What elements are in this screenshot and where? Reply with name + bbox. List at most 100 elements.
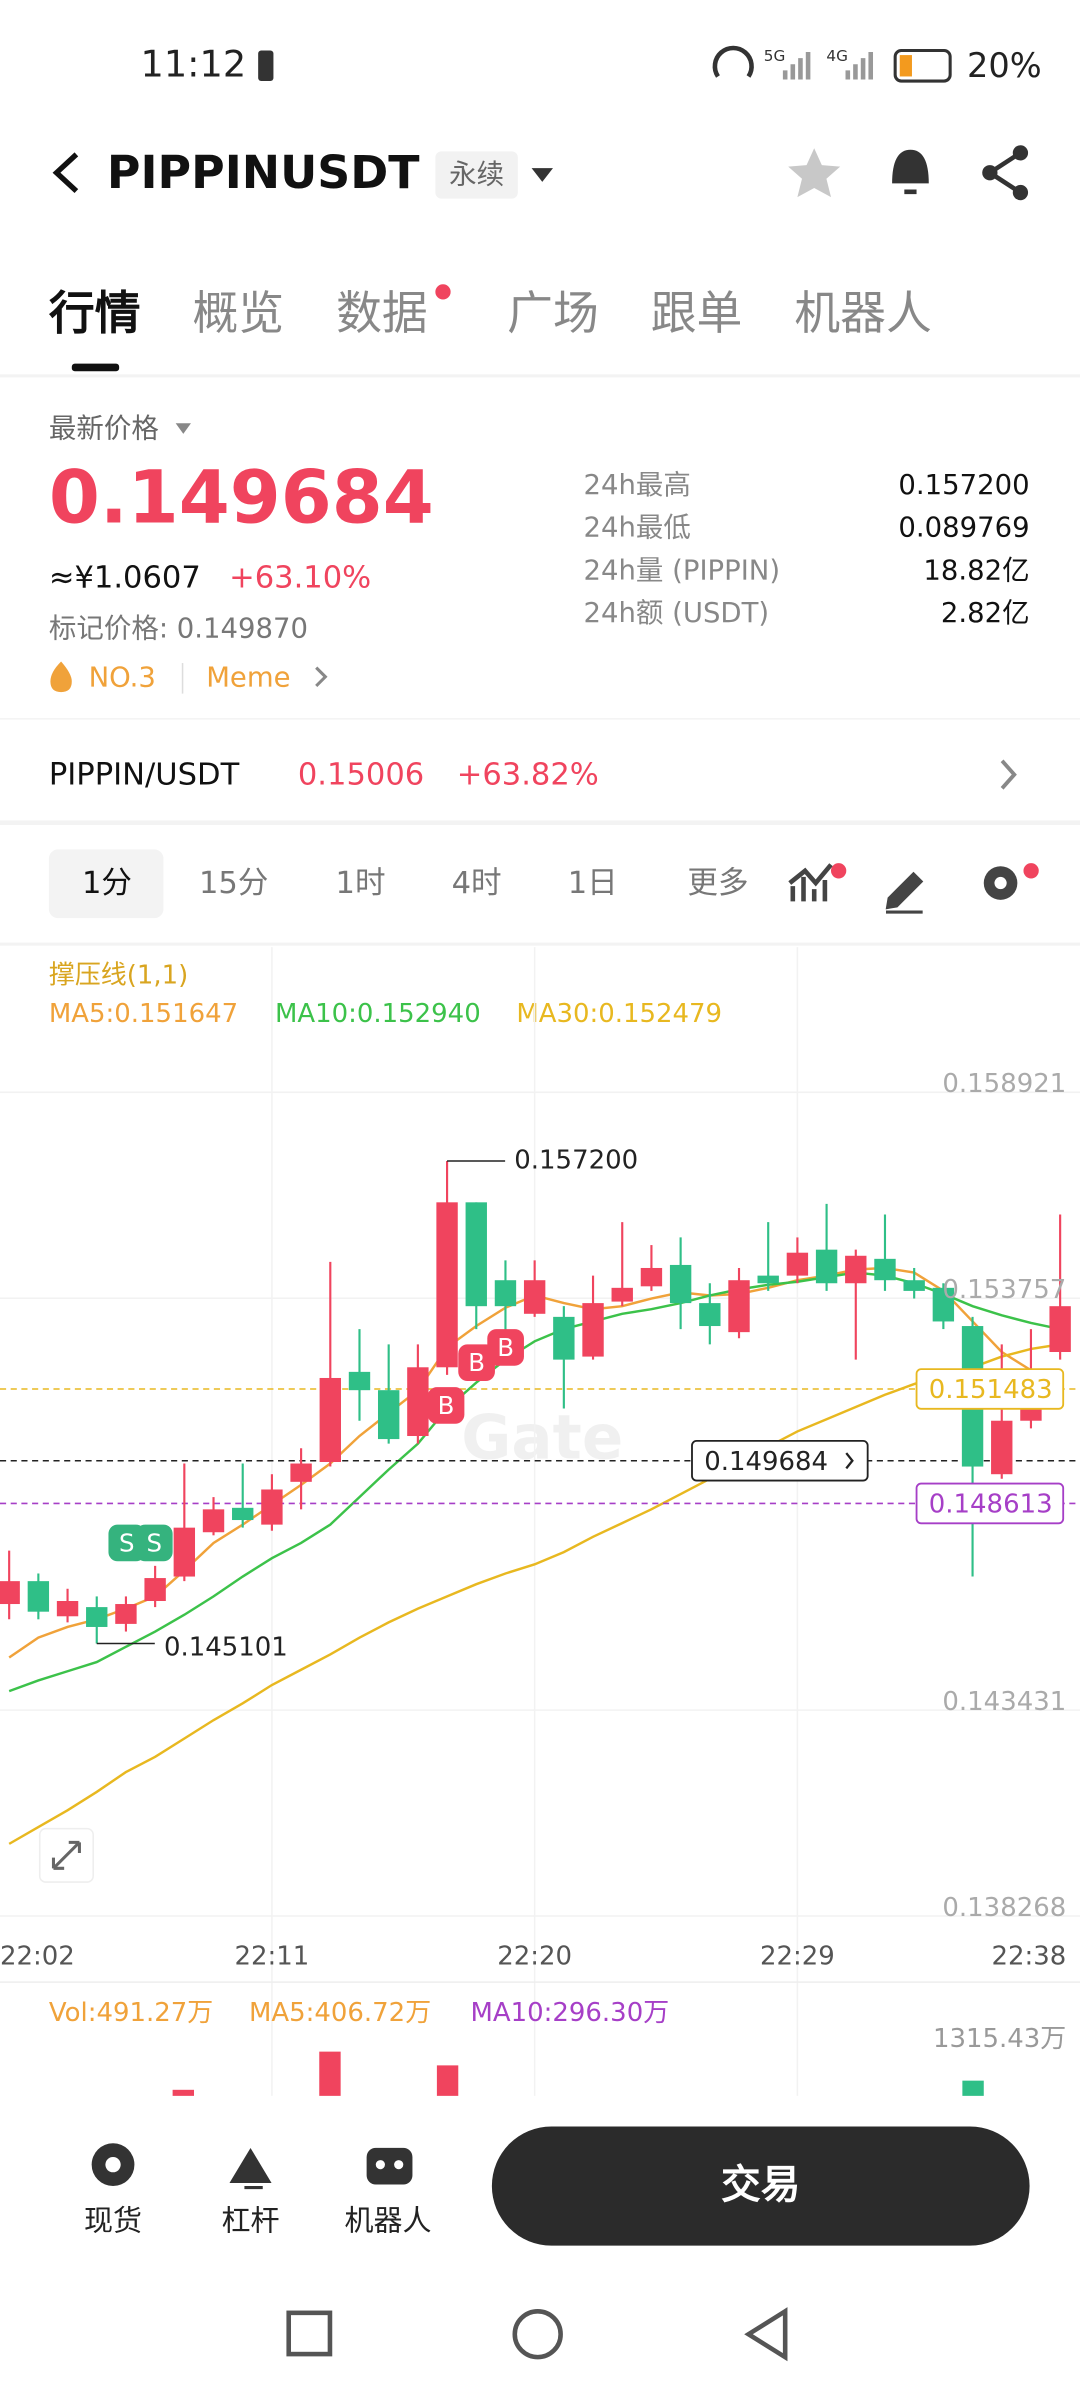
system-recents[interactable] [286, 2310, 333, 2357]
back-button[interactable] [52, 152, 79, 193]
battery-text: 20% [967, 46, 1042, 85]
system-back[interactable] [744, 2307, 788, 2362]
interval[interactable]: 15分 [199, 866, 268, 901]
interval[interactable]: 1分 [82, 866, 132, 901]
candle-body [582, 1303, 604, 1357]
candle-body [786, 1252, 809, 1276]
ma-legend: MA10:0.152940 [275, 999, 481, 1029]
candle-body [0, 1581, 20, 1605]
tag[interactable]: Meme [206, 661, 290, 693]
interval[interactable]: 1日 [568, 866, 618, 901]
tab[interactable]: 数据 [336, 286, 428, 340]
stat-value: 18.82亿 [923, 554, 1029, 586]
nav-item[interactable]: 杠杆 [222, 2204, 280, 2238]
draw-button[interactable] [885, 871, 924, 914]
spot-price: 0.15006 [298, 758, 424, 793]
ma-legend: MA30:0.152479 [516, 999, 722, 1029]
candle-body [611, 1287, 633, 1302]
candle-body [728, 1280, 750, 1333]
candle-body [523, 1280, 546, 1314]
signal-icon [782, 52, 811, 80]
stat-label: 24h额 (USDT) [584, 597, 770, 629]
candle-body [494, 1280, 517, 1307]
candle-body [699, 1303, 721, 1327]
trade-button-label: 交易 [721, 2162, 800, 2208]
cny-price: ≈¥1.0607 [49, 561, 201, 596]
low-label: 0.145101 [164, 1633, 288, 1663]
candle-body [173, 1527, 196, 1577]
nav-item[interactable]: 现货 [84, 2204, 142, 2238]
candle-body [436, 1202, 458, 1368]
rank: NO.3 [89, 661, 156, 693]
candle-body [56, 1601, 79, 1617]
tab[interactable]: 概览 [192, 286, 284, 340]
bot-eye [375, 2160, 385, 2170]
bot-icon[interactable] [366, 2147, 413, 2185]
margin-icon[interactable] [229, 2147, 272, 2190]
network-label: 4G [826, 47, 848, 65]
y-tick-label: 0.138268 [942, 1893, 1066, 1923]
share-button[interactable] [982, 145, 1029, 201]
divider [0, 942, 1080, 946]
candle-body [669, 1264, 692, 1304]
speed-icon [712, 45, 754, 78]
last-price: 0.149684 [49, 456, 434, 541]
x-tick-label: 22:20 [497, 1941, 572, 1971]
settings-hole [994, 876, 1007, 890]
favorite-button[interactable] [788, 148, 841, 198]
separator [181, 663, 184, 694]
battery-level [899, 55, 912, 77]
stat-value: 2.82亿 [941, 597, 1030, 629]
mark-price: 标记价格: 0.149870 [49, 612, 308, 644]
contract-badge [435, 151, 518, 199]
candle-body [232, 1507, 254, 1521]
notification-dot [831, 863, 847, 879]
chart-layer: 22:02 22:11 22:20 22:29 22:38 0.151483 0.14968… [0, 947, 1080, 2096]
candle-body [932, 1287, 955, 1322]
candle-body [845, 1255, 867, 1284]
candle-body [640, 1267, 663, 1287]
candle-body [874, 1258, 896, 1281]
candle-body [553, 1316, 575, 1360]
divider [0, 1981, 1080, 1983]
battery-icon [893, 48, 952, 83]
high-label: 0.157200 [514, 1145, 638, 1175]
tab[interactable]: 广场 [507, 286, 599, 340]
volume-bar [962, 2080, 984, 2096]
interval[interactable]: 4时 [452, 866, 502, 901]
trade-marker-label: B [438, 1391, 455, 1420]
ma-line [8, 1343, 1061, 1845]
tab[interactable]: 跟单 [651, 286, 743, 340]
candle-body [1049, 1306, 1071, 1353]
chevron[interactable] [1000, 759, 1017, 790]
chevron [845, 1452, 854, 1470]
interval[interactable]: 更多 [687, 866, 748, 901]
bot-eye [394, 2160, 404, 2170]
tab-indicator [71, 363, 120, 372]
indicator-button[interactable] [788, 863, 833, 902]
price-tag [915, 1482, 1065, 1525]
nav-item[interactable]: 机器人 [344, 2204, 431, 2238]
volume-legend: MA5:406.72万 [249, 1998, 431, 2028]
stat-label: 24h最高 [584, 469, 691, 501]
dropdown-arrow[interactable] [531, 168, 553, 182]
tab[interactable]: 机器人 [794, 286, 931, 340]
dropdown-arrow[interactable] [175, 423, 191, 434]
spot-pair[interactable]: PIPPIN/USDT [49, 758, 240, 793]
trade-button[interactable] [491, 2126, 1030, 2246]
interval[interactable]: 1时 [336, 866, 386, 901]
x-tick-label: 22:38 [991, 1941, 1066, 1971]
stat-value: 0.157200 [898, 469, 1029, 501]
candle-body [465, 1202, 487, 1307]
tab[interactable]: 行情 [49, 286, 141, 340]
divider [0, 820, 1080, 825]
alert-button[interactable] [892, 149, 929, 195]
price-change: +63.10% [229, 561, 371, 596]
volume-axis-label: 1315.43万 [933, 2024, 1066, 2054]
system-home[interactable] [512, 2309, 563, 2360]
x-tick-label: 22:02 [0, 1941, 75, 1971]
watermark: Gate [461, 1403, 623, 1474]
x-tick-label: 22:29 [760, 1941, 835, 1971]
